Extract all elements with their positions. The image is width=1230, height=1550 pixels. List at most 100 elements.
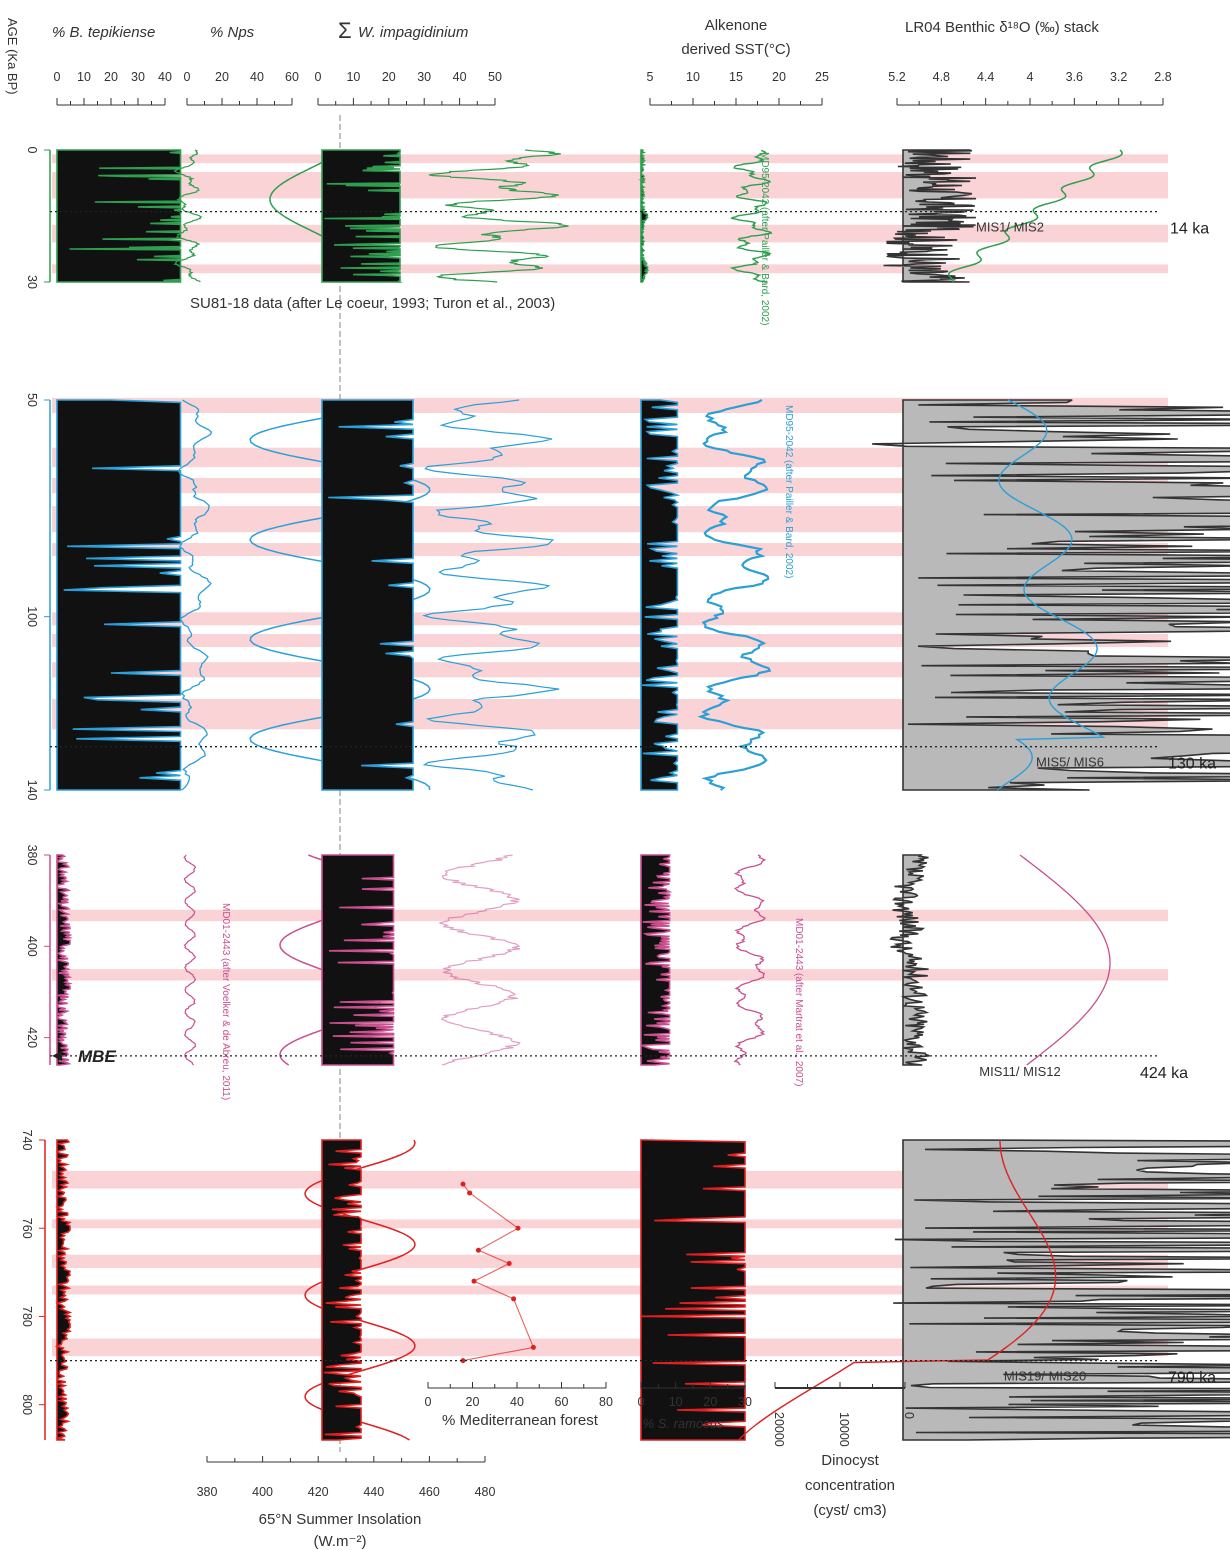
top-tick-label-wimp: 40 xyxy=(453,70,467,84)
bottom-tick-label-sramosus: 10 xyxy=(669,1395,683,1409)
age-tick-label-p4: 760 xyxy=(20,1218,34,1239)
medforest-curve-p3 xyxy=(439,854,521,1066)
top-tick-label-lr04: 3.2 xyxy=(1110,70,1127,84)
age-tick-label-p2: 100 xyxy=(25,606,39,627)
btep-curve-p2 xyxy=(56,399,182,791)
boundary-label: MIS5/ MIS6 xyxy=(1036,755,1104,770)
top-tick-label-btep: 40 xyxy=(158,70,172,84)
top-tick-label-lr04: 4 xyxy=(1027,70,1034,84)
top-tick-label-lr04: 3.6 xyxy=(1066,70,1083,84)
age-tick-label-p3: 420 xyxy=(25,1027,39,1048)
sramosus-curve-p1 xyxy=(638,149,650,283)
medforest-point-p4 xyxy=(460,1358,466,1364)
y-axis-label: AGE (Ka BP) xyxy=(5,18,20,95)
top-tick-label-lr04: 2.8 xyxy=(1154,70,1171,84)
wimp-curve-p2 xyxy=(321,399,414,791)
bottom-tick-label-medforest: 40 xyxy=(510,1395,524,1409)
sst-curve-p1 xyxy=(729,149,773,283)
top-tick-label-sst: 10 xyxy=(686,70,700,84)
header-sst-2: derived SST(°C) xyxy=(681,41,790,58)
boundary-age: 424 ka xyxy=(1140,1065,1188,1082)
top-tick-label-btep: 10 xyxy=(77,70,91,84)
bottom-tick-label-sramosus: 20 xyxy=(703,1395,717,1409)
bottom-tick-label-insol: 440 xyxy=(363,1485,384,1499)
header-sst-1: Alkenone xyxy=(705,17,768,34)
top-tick-label-nps: 60 xyxy=(285,70,299,84)
top-tick-label-wimp: 20 xyxy=(382,70,396,84)
bottom-tick-label-insol: 400 xyxy=(252,1485,273,1499)
top-tick-label-sst: 20 xyxy=(772,70,786,84)
age-tick-label-p1: 30 xyxy=(25,275,39,289)
boundary-age: 14 ka xyxy=(1170,221,1209,238)
bottom-tick-label-insol: 480 xyxy=(475,1485,496,1499)
sst-curve-p3 xyxy=(733,854,767,1066)
sst-p1-annotation: MD95-2042 (after Pailler & Bard, 2002) xyxy=(759,152,770,325)
wimp-curve-p1 xyxy=(321,149,403,283)
bottom-axis-label-sramosus: % S. ramosus xyxy=(643,1416,724,1431)
top-tick-label-wimp: 0 xyxy=(315,70,322,84)
age-tick-label-p2: 50 xyxy=(25,393,39,407)
insolation-curve-p4 xyxy=(304,1139,416,1441)
bottom-tick-label-medforest: 20 xyxy=(466,1395,480,1409)
mbe-label: MBE xyxy=(78,1047,116,1066)
dino-curve-p3 xyxy=(889,854,930,1066)
header-nps: % Nps xyxy=(210,24,255,41)
medforest-point-p4 xyxy=(506,1261,512,1267)
btep-curve-p3 xyxy=(55,854,73,1066)
age-tick-label-p3: 380 xyxy=(25,845,39,866)
sst-p3-annotation: MD01-2443 (after Martrat et al., 2007) xyxy=(793,918,804,1086)
top-axes: 0 10 20 30 40 0 20 40 60 0 10 20 30 40 50 5 10 15 20 25 5.2 4… xyxy=(54,70,1172,106)
top-tick-label-lr04: 4.4 xyxy=(977,70,994,84)
top-tick-label-btep: 30 xyxy=(131,70,145,84)
bottom-tick-label-medforest: 80 xyxy=(599,1395,613,1409)
warm-band xyxy=(52,172,1168,199)
bottom-axis-label-insol-2: (W.m⁻²) xyxy=(314,1533,367,1550)
bottom-tick-label-insol: 460 xyxy=(419,1485,440,1499)
top-tick-label-btep: 0 xyxy=(54,70,61,84)
dino-curve-p4 xyxy=(893,1139,1230,1441)
age-tick-label-p2: 140 xyxy=(25,780,39,801)
top-tick-label-nps: 0 xyxy=(184,70,191,84)
dino-curve-p2 xyxy=(872,399,1230,791)
header-btep: % B. tepikiense xyxy=(52,24,155,41)
medforest-point-p4 xyxy=(471,1278,477,1284)
bottom-tick-label-medforest: 60 xyxy=(555,1395,569,1409)
dino-curve-p1 xyxy=(883,149,977,283)
lr04-curve-p3 xyxy=(1019,854,1111,1066)
sramosus-curve-p2 xyxy=(640,399,681,791)
bottom-tick-label-sramosus: 0 xyxy=(638,1395,645,1409)
nps-curve-p2 xyxy=(177,399,213,791)
bottom-tick-label-dino: 10000 xyxy=(837,1412,851,1447)
lr04-curve-p1 xyxy=(947,149,1124,283)
bottom-tick-label-dino: 0 xyxy=(902,1412,916,1419)
boundary-label: MIS11/ MIS12 xyxy=(979,1064,1060,1079)
lr04-curve-p2 xyxy=(996,399,1106,791)
age-tick-label-p4: 740 xyxy=(20,1130,34,1151)
btep-curve-p4 xyxy=(54,1139,73,1441)
top-tick-label-sst: 25 xyxy=(815,70,829,84)
header-lr04: LR04 Benthic δ¹⁸O (‰) stack xyxy=(905,19,1099,36)
warm-band xyxy=(52,1219,1168,1229)
medforest-point-p4 xyxy=(467,1190,473,1196)
header-wimp: W. impagidinium xyxy=(358,24,468,41)
age-tick-label-p1: 0 xyxy=(25,147,39,154)
su81-annotation: SU81-18 data (after Le coeur, 1993; Turo… xyxy=(190,295,555,312)
medforest-curve-p4 xyxy=(462,1183,535,1362)
column-headers: AGE (Ka BP) % B. tepikiense % Nps Σ W. i… xyxy=(5,17,1099,95)
medforest-point-p4 xyxy=(530,1344,536,1350)
btep-curve-p1 xyxy=(56,149,182,283)
warm-band xyxy=(52,154,1168,164)
age-tick-label-p4: 780 xyxy=(20,1306,34,1327)
bottom-axis-label-medforest: % Mediterranean forest xyxy=(442,1412,599,1429)
medforest-curve-p2 xyxy=(421,399,560,791)
boundary-lines: MIS1/ MIS2 14 ka MIS5/ MIS6 130 ka MIS11/ MI… xyxy=(50,210,1216,1387)
bottom-tick-label-insol: 420 xyxy=(308,1485,329,1499)
warm-band xyxy=(52,264,1168,274)
top-tick-label-btep: 20 xyxy=(104,70,118,84)
sst-p2-annotation: MD95-2042 (after Pailler & Bard, 2002) xyxy=(783,405,794,578)
medforest-point-p4 xyxy=(511,1296,517,1302)
bottom-tick-label-dino: 20000 xyxy=(772,1412,786,1447)
age-tick-label-p4: 800 xyxy=(20,1394,34,1415)
top-tick-label-wimp: 10 xyxy=(346,70,360,84)
